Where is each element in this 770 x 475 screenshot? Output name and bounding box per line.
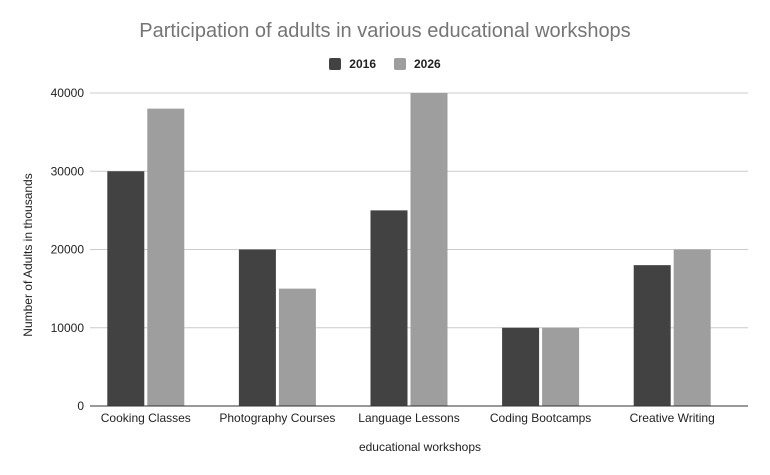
legend-item-2016: 2016 xyxy=(329,57,376,71)
bar-2026-1 xyxy=(278,288,316,406)
y-axis-label: Number of Adults in thousands xyxy=(21,173,35,336)
bar-2026-3 xyxy=(542,327,580,406)
x-axis-label: educational workshops xyxy=(359,440,481,454)
y-tick-label: 30000 xyxy=(51,164,85,178)
legend-swatch-2026 xyxy=(394,58,406,70)
x-tick-label: Photography Courses xyxy=(219,411,335,425)
x-tick-label: Language Lessons xyxy=(358,411,459,425)
x-tick-label: Coding Bootcamps xyxy=(490,411,591,425)
bar-2016-1 xyxy=(238,249,276,406)
y-tick-label: 40000 xyxy=(51,86,85,100)
x-tick-label: Creative Writing xyxy=(630,411,715,425)
bar-2016-4 xyxy=(633,265,671,406)
bar-2016-2 xyxy=(370,210,408,406)
y-tick-label: 10000 xyxy=(51,321,85,335)
chart-title: Participation of adults in various educa… xyxy=(139,20,631,42)
legend-label-2026: 2026 xyxy=(414,57,441,71)
y-tick-label: 0 xyxy=(77,399,84,413)
legend-item-2026: 2026 xyxy=(394,57,441,71)
legend-swatch-2016 xyxy=(329,58,342,70)
bar-2016-0 xyxy=(107,171,145,406)
bar-2026-2 xyxy=(410,93,448,406)
x-tick-label: Cooking Classes xyxy=(101,411,191,425)
bar-2026-4 xyxy=(673,249,711,406)
bar-2016-3 xyxy=(502,327,540,406)
legend: 2016 2026 xyxy=(0,57,770,71)
legend-label-2016: 2016 xyxy=(349,57,376,71)
y-tick-label: 20000 xyxy=(51,243,85,257)
bars-layer xyxy=(107,93,711,407)
bar-2026-0 xyxy=(147,108,185,407)
ticks-layer: 0 10000 20000 30000 40000 Cooking Classes Phot… xyxy=(51,86,715,425)
